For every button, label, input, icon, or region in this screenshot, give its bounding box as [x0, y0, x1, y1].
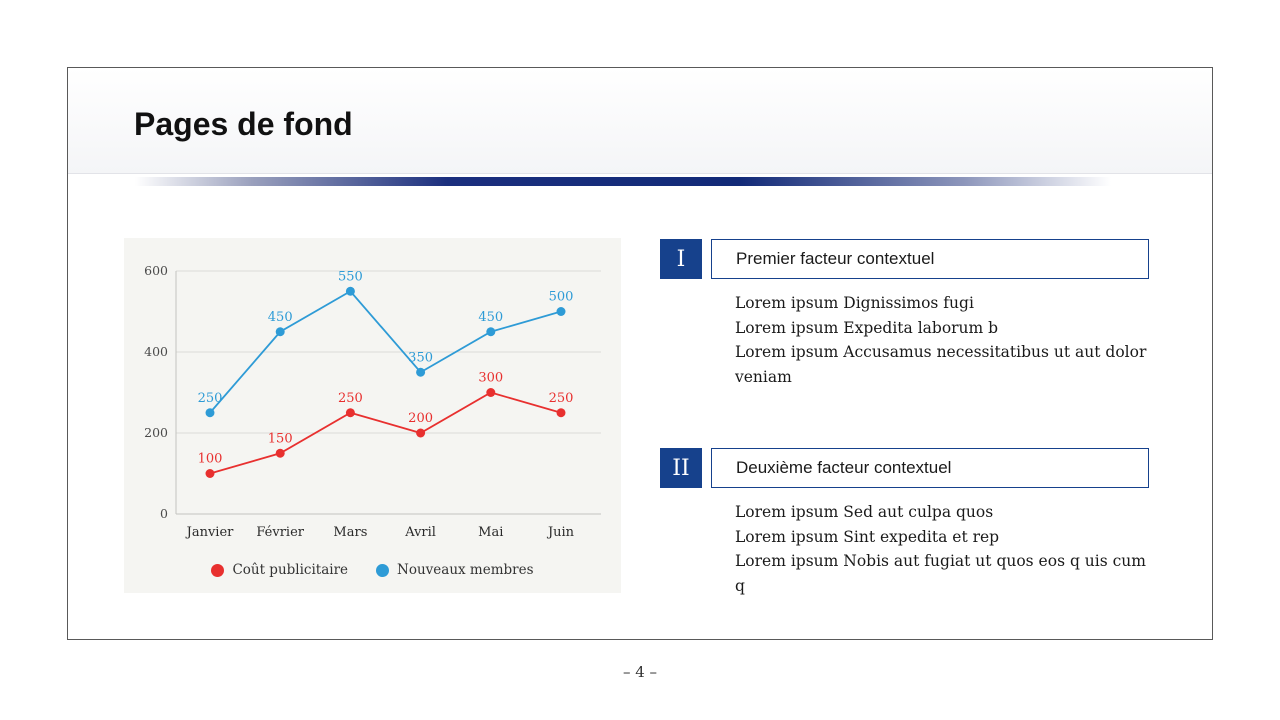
data-label: 350: [408, 350, 433, 365]
x-tick-label: Mars: [333, 525, 367, 540]
body-line: Lorem ipsum Expedita laborum b: [735, 318, 999, 337]
section-1-body: Lorem ipsum Dignissimos fugi Lorem ipsum…: [735, 291, 1150, 389]
data-point: [416, 367, 426, 377]
data-point: [416, 428, 426, 438]
body-line: Lorem ipsum Sed aut culpa quos: [735, 503, 994, 521]
data-label: 250: [549, 391, 574, 406]
data-point: [486, 388, 496, 397]
data-label: 450: [268, 310, 293, 325]
x-tick-label: Janvier: [185, 525, 235, 540]
legend-item-nouveaux-membres: Nouveaux membres: [376, 562, 534, 578]
section-1-heading: Premier facteur contextuel: [736, 249, 935, 268]
y-tick-label: 0: [160, 506, 168, 521]
legend-dot-red: [211, 563, 225, 577]
line-chart-svg: 0 200 400 600 Janvier Février Mars Avril Mai Juin…: [144, 263, 601, 540]
data-label: 450: [478, 310, 503, 325]
x-tick-label: Mai: [478, 525, 503, 540]
section-2-body: Lorem ipsum Sed aut culpa quos Lorem ips…: [735, 500, 1150, 598]
data-label: 250: [198, 391, 223, 406]
data-label: 150: [268, 431, 293, 446]
data-label: 550: [338, 269, 363, 284]
body-line: Lorem ipsum Dignissimos fugi: [735, 294, 974, 312]
x-tick-label: Février: [256, 525, 304, 540]
chart-legend: Coût publicitaire Nouveaux membres: [124, 562, 621, 578]
section-2-numeral: II: [660, 448, 702, 488]
y-tick-label: 200: [144, 425, 168, 440]
section-2-heading: Deuxième facteur contextuel: [736, 458, 952, 477]
y-tick-label: 600: [144, 263, 168, 278]
data-point: [205, 469, 215, 478]
data-point: [486, 327, 496, 337]
series-line: [209, 391, 562, 475]
data-label: 100: [198, 452, 223, 467]
body-line: Lorem ipsum Accusamus necessitatibus ut …: [735, 343, 1147, 386]
legend-dot-blue: [376, 563, 390, 577]
legend-item-cout-publicitaire: Coût publicitaire: [211, 562, 348, 578]
body-line: Lorem ipsum Nobis aut fugiat ut quos eos…: [735, 552, 1146, 595]
data-label: 250: [338, 391, 363, 406]
section-1-heading-box: Premier facteur contextuel: [711, 239, 1149, 279]
slide-frame: Pages de fond 0 200 400 600 Janvier Février Ma…: [67, 67, 1213, 640]
data-point: [345, 286, 355, 296]
x-tick-label: Avril: [404, 525, 436, 540]
section-1-numeral: I: [660, 239, 702, 279]
data-point: [556, 408, 566, 418]
legend-label: Nouveaux membres: [397, 562, 534, 578]
line-chart-panel: 0 200 400 600 Janvier Février Mars Avril Mai Juin…: [124, 238, 621, 593]
data-point: [205, 408, 215, 418]
page-title: Pages de fond: [134, 106, 353, 142]
data-label: 200: [408, 411, 433, 426]
series-line: [209, 290, 562, 414]
divider-gradient-bar: [135, 177, 1111, 186]
page-number: – 4 –: [622, 663, 658, 681]
data-label: 300: [478, 371, 503, 386]
legend-label: Coût publicitaire: [232, 562, 349, 578]
body-line: Lorem ipsum Sint expedita et rep: [735, 527, 1000, 546]
x-tick-label: Juin: [546, 525, 575, 540]
data-point: [556, 307, 566, 316]
data-point: [275, 327, 285, 337]
data-point: [345, 408, 355, 418]
data-point: [275, 448, 285, 458]
section-2-heading-box: Deuxième facteur contextuel: [711, 448, 1149, 488]
data-label: 500: [549, 290, 574, 305]
y-tick-label: 400: [144, 344, 168, 359]
slide-header: [68, 68, 1212, 174]
